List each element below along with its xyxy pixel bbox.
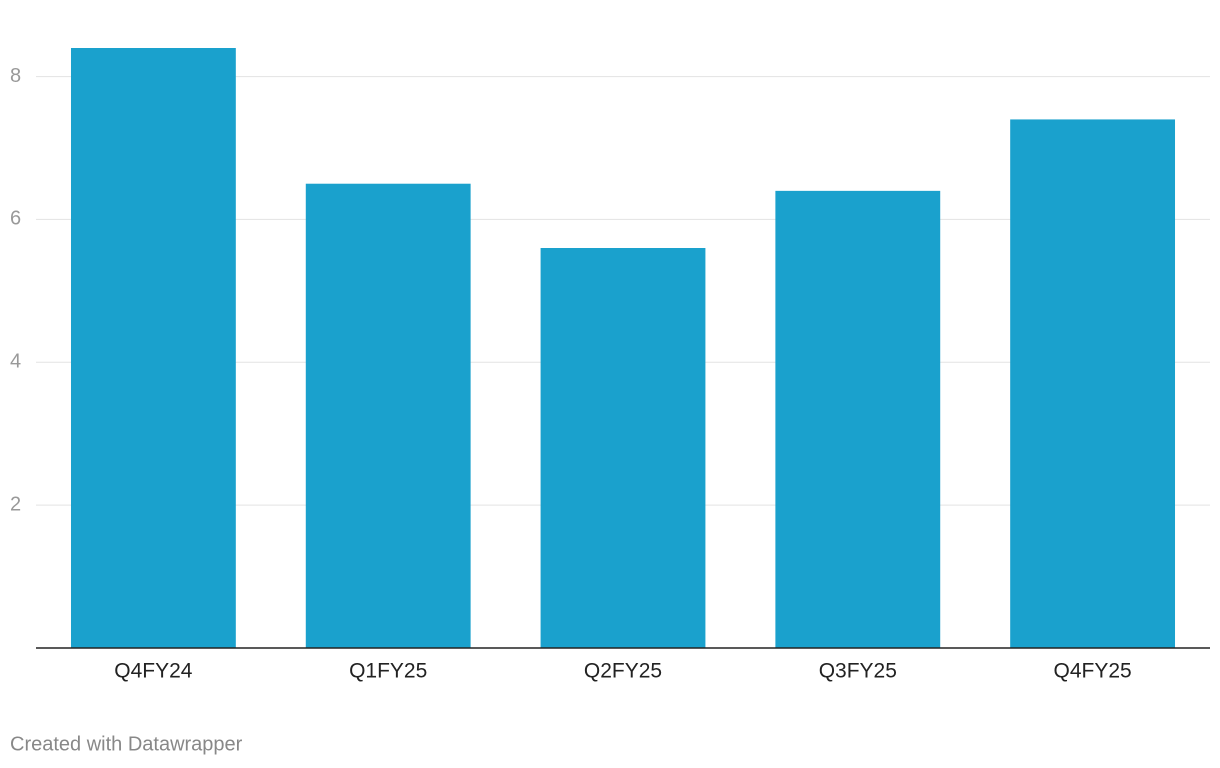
x-tick-label: Q3FY25: [819, 660, 897, 683]
bar: [70, 48, 236, 648]
x-tick-label: Q4FY24: [114, 660, 193, 683]
bar: [775, 190, 941, 648]
bar: [305, 183, 471, 648]
y-tick-label: 6: [10, 208, 21, 230]
y-tick-label: 2: [10, 493, 21, 515]
bar: [1010, 119, 1176, 648]
x-tick-label: Q4FY25: [1053, 660, 1131, 683]
credit: Created with Datawrapper: [10, 733, 243, 755]
x-tick-label: Q2FY25: [584, 660, 662, 683]
y-tick-label: 8: [10, 65, 21, 87]
x-tick-label: Q1FY25: [349, 660, 427, 683]
y-tick-label: 4: [10, 351, 21, 373]
bar: [540, 248, 706, 648]
